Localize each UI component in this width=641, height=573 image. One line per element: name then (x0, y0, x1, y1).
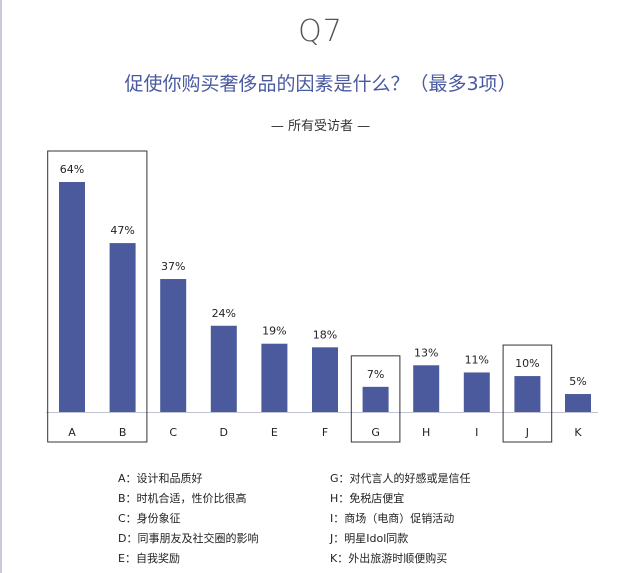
data-label-k: 5% (569, 375, 586, 388)
bar-f (312, 347, 338, 412)
legend-item-b: B：时机合适，性价比很高 (118, 492, 247, 505)
legend-right-column: G：对代言人的好感或是信任 H：免税店便宜 I：商场（电商）促销活动 J：明星I… (330, 469, 471, 569)
data-label-f: 18% (313, 328, 337, 341)
tick-label-j: J (525, 426, 529, 439)
legend-item-i: I：商场（电商）促销活动 (330, 512, 455, 525)
legend-item-a: A：设计和品质好 (118, 472, 203, 485)
highlight-box-ab (47, 150, 148, 443)
question-number: Q7 (298, 14, 343, 49)
data-label-c: 37% (161, 260, 185, 273)
data-label-e: 19% (262, 325, 286, 338)
tick-label-e: E (271, 426, 278, 439)
chart-subtitle: — 所有受访者 — (270, 119, 371, 134)
tick-label-i: I (475, 426, 478, 439)
data-label-h: 13% (414, 346, 438, 359)
tick-label-a: A (68, 426, 76, 439)
legend-left-column: A：设计和品质好 B：时机合适，性价比很高 C：身份象征 D：同事朋友及社交圈的… (118, 469, 258, 569)
page-left-border (0, 0, 2, 573)
data-label-j: 10% (515, 357, 539, 370)
bar-a (59, 182, 85, 412)
bar-e (261, 343, 288, 412)
tick-label-k: K (574, 426, 582, 439)
legend-item-d: D：同事朋友及社交圈的影响 (118, 532, 259, 545)
data-label-b: 47% (110, 224, 134, 237)
legend-item-k: K：外出旅游时顺便购买 (330, 552, 448, 565)
data-label-g: 7% (367, 368, 384, 381)
bar-d (210, 325, 237, 412)
legend-item-g: G：对代言人的好感或是信任 (330, 472, 471, 485)
highlight-box-j (502, 344, 553, 443)
legend-item-e: E：自我奖励 (118, 552, 180, 565)
legend-item-c: C：身份象征 (118, 512, 181, 525)
bar-i (463, 372, 490, 412)
data-label-a: 64% (60, 163, 84, 176)
tick-label-g: G (371, 426, 380, 439)
chart-title: 促使你购买奢侈品的因素是什么？（最多3项） (124, 73, 517, 95)
bar-chart: 64% A 47% B 37% C 24% D 19% E 18% F 7% G 13% H 11% I 10% J 5… (46, 150, 598, 443)
legend-item-h: H：免税店便宜 (330, 492, 405, 505)
tick-label-h: H (422, 426, 430, 439)
bar-j (514, 376, 541, 412)
bar-c (160, 279, 187, 412)
tick-label-d: D (220, 426, 228, 439)
bar-k (565, 394, 591, 412)
highlight-box-g (350, 355, 401, 443)
data-label-d: 24% (212, 307, 236, 320)
bar-b (109, 243, 136, 412)
tick-label-c: C (169, 426, 177, 439)
tick-label-b: B (119, 426, 127, 439)
bar-g (362, 386, 389, 412)
bar-h (413, 365, 440, 412)
tick-label-f: F (322, 426, 328, 439)
data-label-i: 11% (465, 353, 489, 366)
legend-item-j: J：明星Idol同款 (330, 532, 409, 545)
